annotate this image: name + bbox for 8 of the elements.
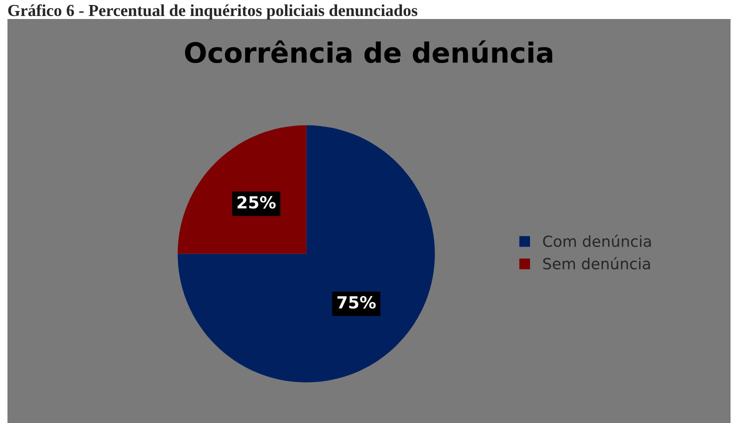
legend-label: Sem denúncia xyxy=(543,257,650,270)
text: Gráfico 6 - Percentual de inquéritos policiais denunciados xyxy=(8,4,418,20)
legend-label: Com denúncia xyxy=(543,234,651,248)
pie-slice xyxy=(178,125,435,382)
data-label: 75% xyxy=(337,296,376,309)
chart-title: Ocorrência de denúncia xyxy=(185,40,552,64)
data-label: 25% xyxy=(238,196,276,209)
pie-slice xyxy=(178,125,306,254)
